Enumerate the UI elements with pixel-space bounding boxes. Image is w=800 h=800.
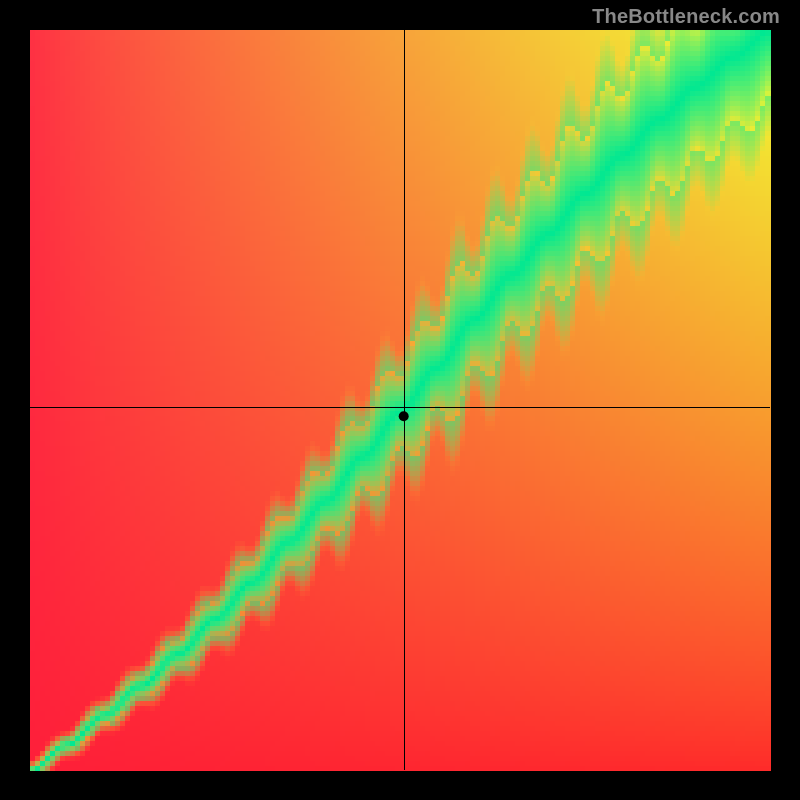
- watermark-text: TheBottleneck.com: [592, 6, 780, 29]
- bottleneck-heatmap: [0, 0, 800, 800]
